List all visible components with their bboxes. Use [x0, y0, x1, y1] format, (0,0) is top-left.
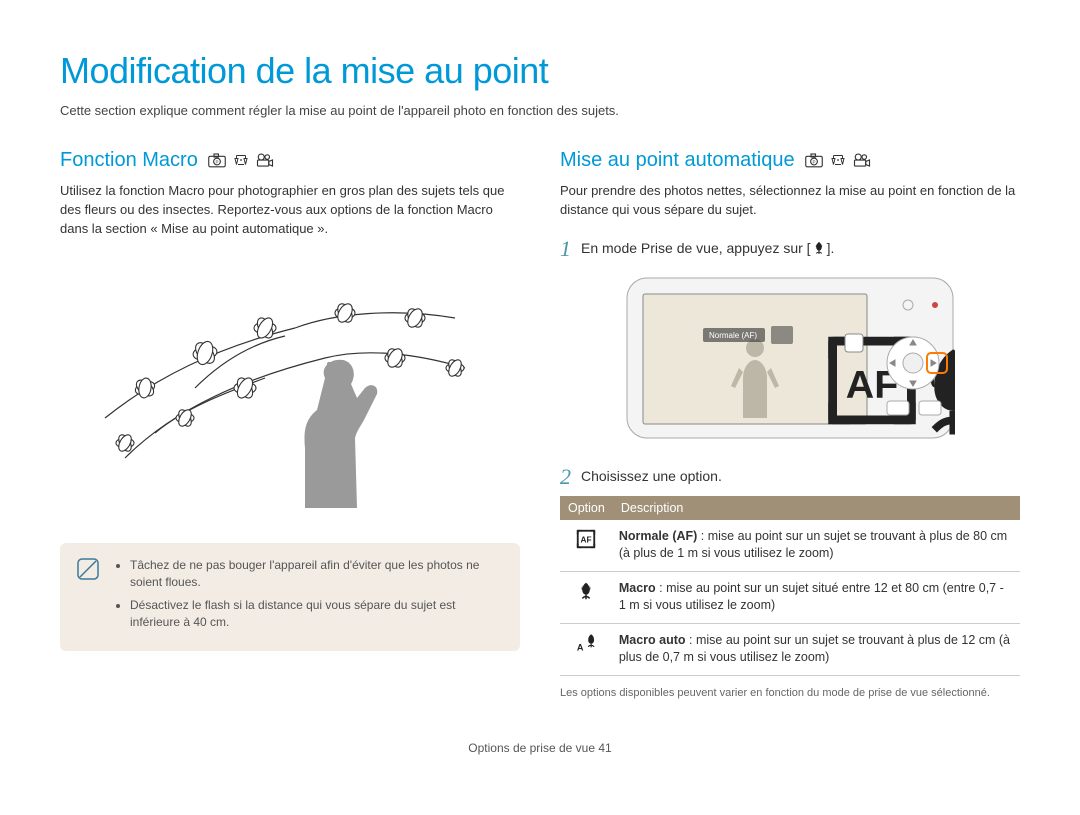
autofocus-body: Pour prendre des photos nettes, sélectio… [560, 182, 1020, 220]
note-item: Désactivez le flash si la distance qui v… [130, 597, 504, 631]
option-icon-cell [560, 623, 613, 675]
autofocus-heading-text: Mise au point automatique [560, 149, 795, 172]
macro-heading-text: Fonction Macro [60, 149, 198, 172]
step-2-text: Choisissez une option. [581, 466, 722, 484]
video-icon [256, 152, 274, 168]
note-list: Tâchez de ne pas bouger l'appareil afin … [114, 557, 504, 636]
step-2: 2 Choisissez une option. [560, 466, 1020, 488]
af-square-icon [575, 528, 597, 550]
page-title: Modification de la mise au point [60, 50, 1020, 92]
footer-section: Options de prise de vue [468, 741, 595, 755]
table-row: Normale (AF) : mise au point sur un suje… [560, 520, 1020, 572]
left-column: Fonction Macro Utilisez la fonction Macr… [60, 149, 520, 701]
flowers-silhouette-illustration [95, 258, 485, 508]
screen-label: Normale (AF) [709, 331, 757, 340]
manual-page: Modification de la mise au point Cette s… [0, 0, 1080, 775]
tulip-icon [811, 240, 827, 256]
table-row: Macro auto : mise au point sur un sujet … [560, 623, 1020, 675]
tulip-icon [575, 580, 597, 602]
step-1: 1 En mode Prise de vue, appuyez sur []. [560, 238, 1020, 260]
auto-tulip-icon [573, 632, 599, 654]
note-icon [76, 557, 100, 581]
macro-body: Utilisez la fonction Macro pour photogra… [60, 182, 520, 239]
note-box: Tâchez de ne pas bouger l'appareil afin … [60, 543, 520, 650]
page-footer: Options de prise de vue 41 [60, 741, 1020, 755]
options-table: Option Description Normale (AF) : mise a… [560, 496, 1020, 676]
step-number: 2 [560, 466, 571, 488]
options-footnote: Les options disponibles peuvent varier e… [560, 686, 1020, 701]
mode-icons-group [208, 152, 274, 168]
dual-is-icon [232, 152, 250, 168]
th-option: Option [560, 496, 613, 520]
option-icon-cell [560, 571, 613, 623]
th-description: Description [613, 496, 1020, 520]
option-icon-cell [560, 520, 613, 572]
camera-icon [805, 152, 823, 168]
dual-is-icon [829, 152, 847, 168]
autofocus-heading: Mise au point automatique [560, 149, 1020, 172]
mode-icons-group [805, 152, 871, 168]
option-desc: Normale (AF) : mise au point sur un suje… [613, 520, 1020, 572]
two-column-layout: Fonction Macro Utilisez la fonction Macr… [60, 149, 1020, 701]
option-desc: Macro : mise au point sur un sujet situé… [613, 571, 1020, 623]
page-intro: Cette section explique comment régler la… [60, 102, 1020, 121]
camera-icon [208, 152, 226, 168]
right-column: Mise au point automatique Pour prendre d… [560, 149, 1020, 701]
step-number: 1 [560, 238, 571, 260]
video-icon [853, 152, 871, 168]
macro-heading: Fonction Macro [60, 149, 520, 172]
note-item: Tâchez de ne pas bouger l'appareil afin … [130, 557, 504, 591]
option-desc: Macro auto : mise au point sur un sujet … [613, 623, 1020, 675]
camera-illustration: Normale (AF) [560, 268, 1020, 448]
camera-back-svg: Normale (AF) [625, 268, 955, 443]
macro-illustration [60, 258, 520, 513]
table-row: Macro : mise au point sur un sujet situé… [560, 571, 1020, 623]
footer-page: 41 [598, 741, 611, 755]
step-1-text: En mode Prise de vue, appuyez sur []. [581, 238, 834, 256]
